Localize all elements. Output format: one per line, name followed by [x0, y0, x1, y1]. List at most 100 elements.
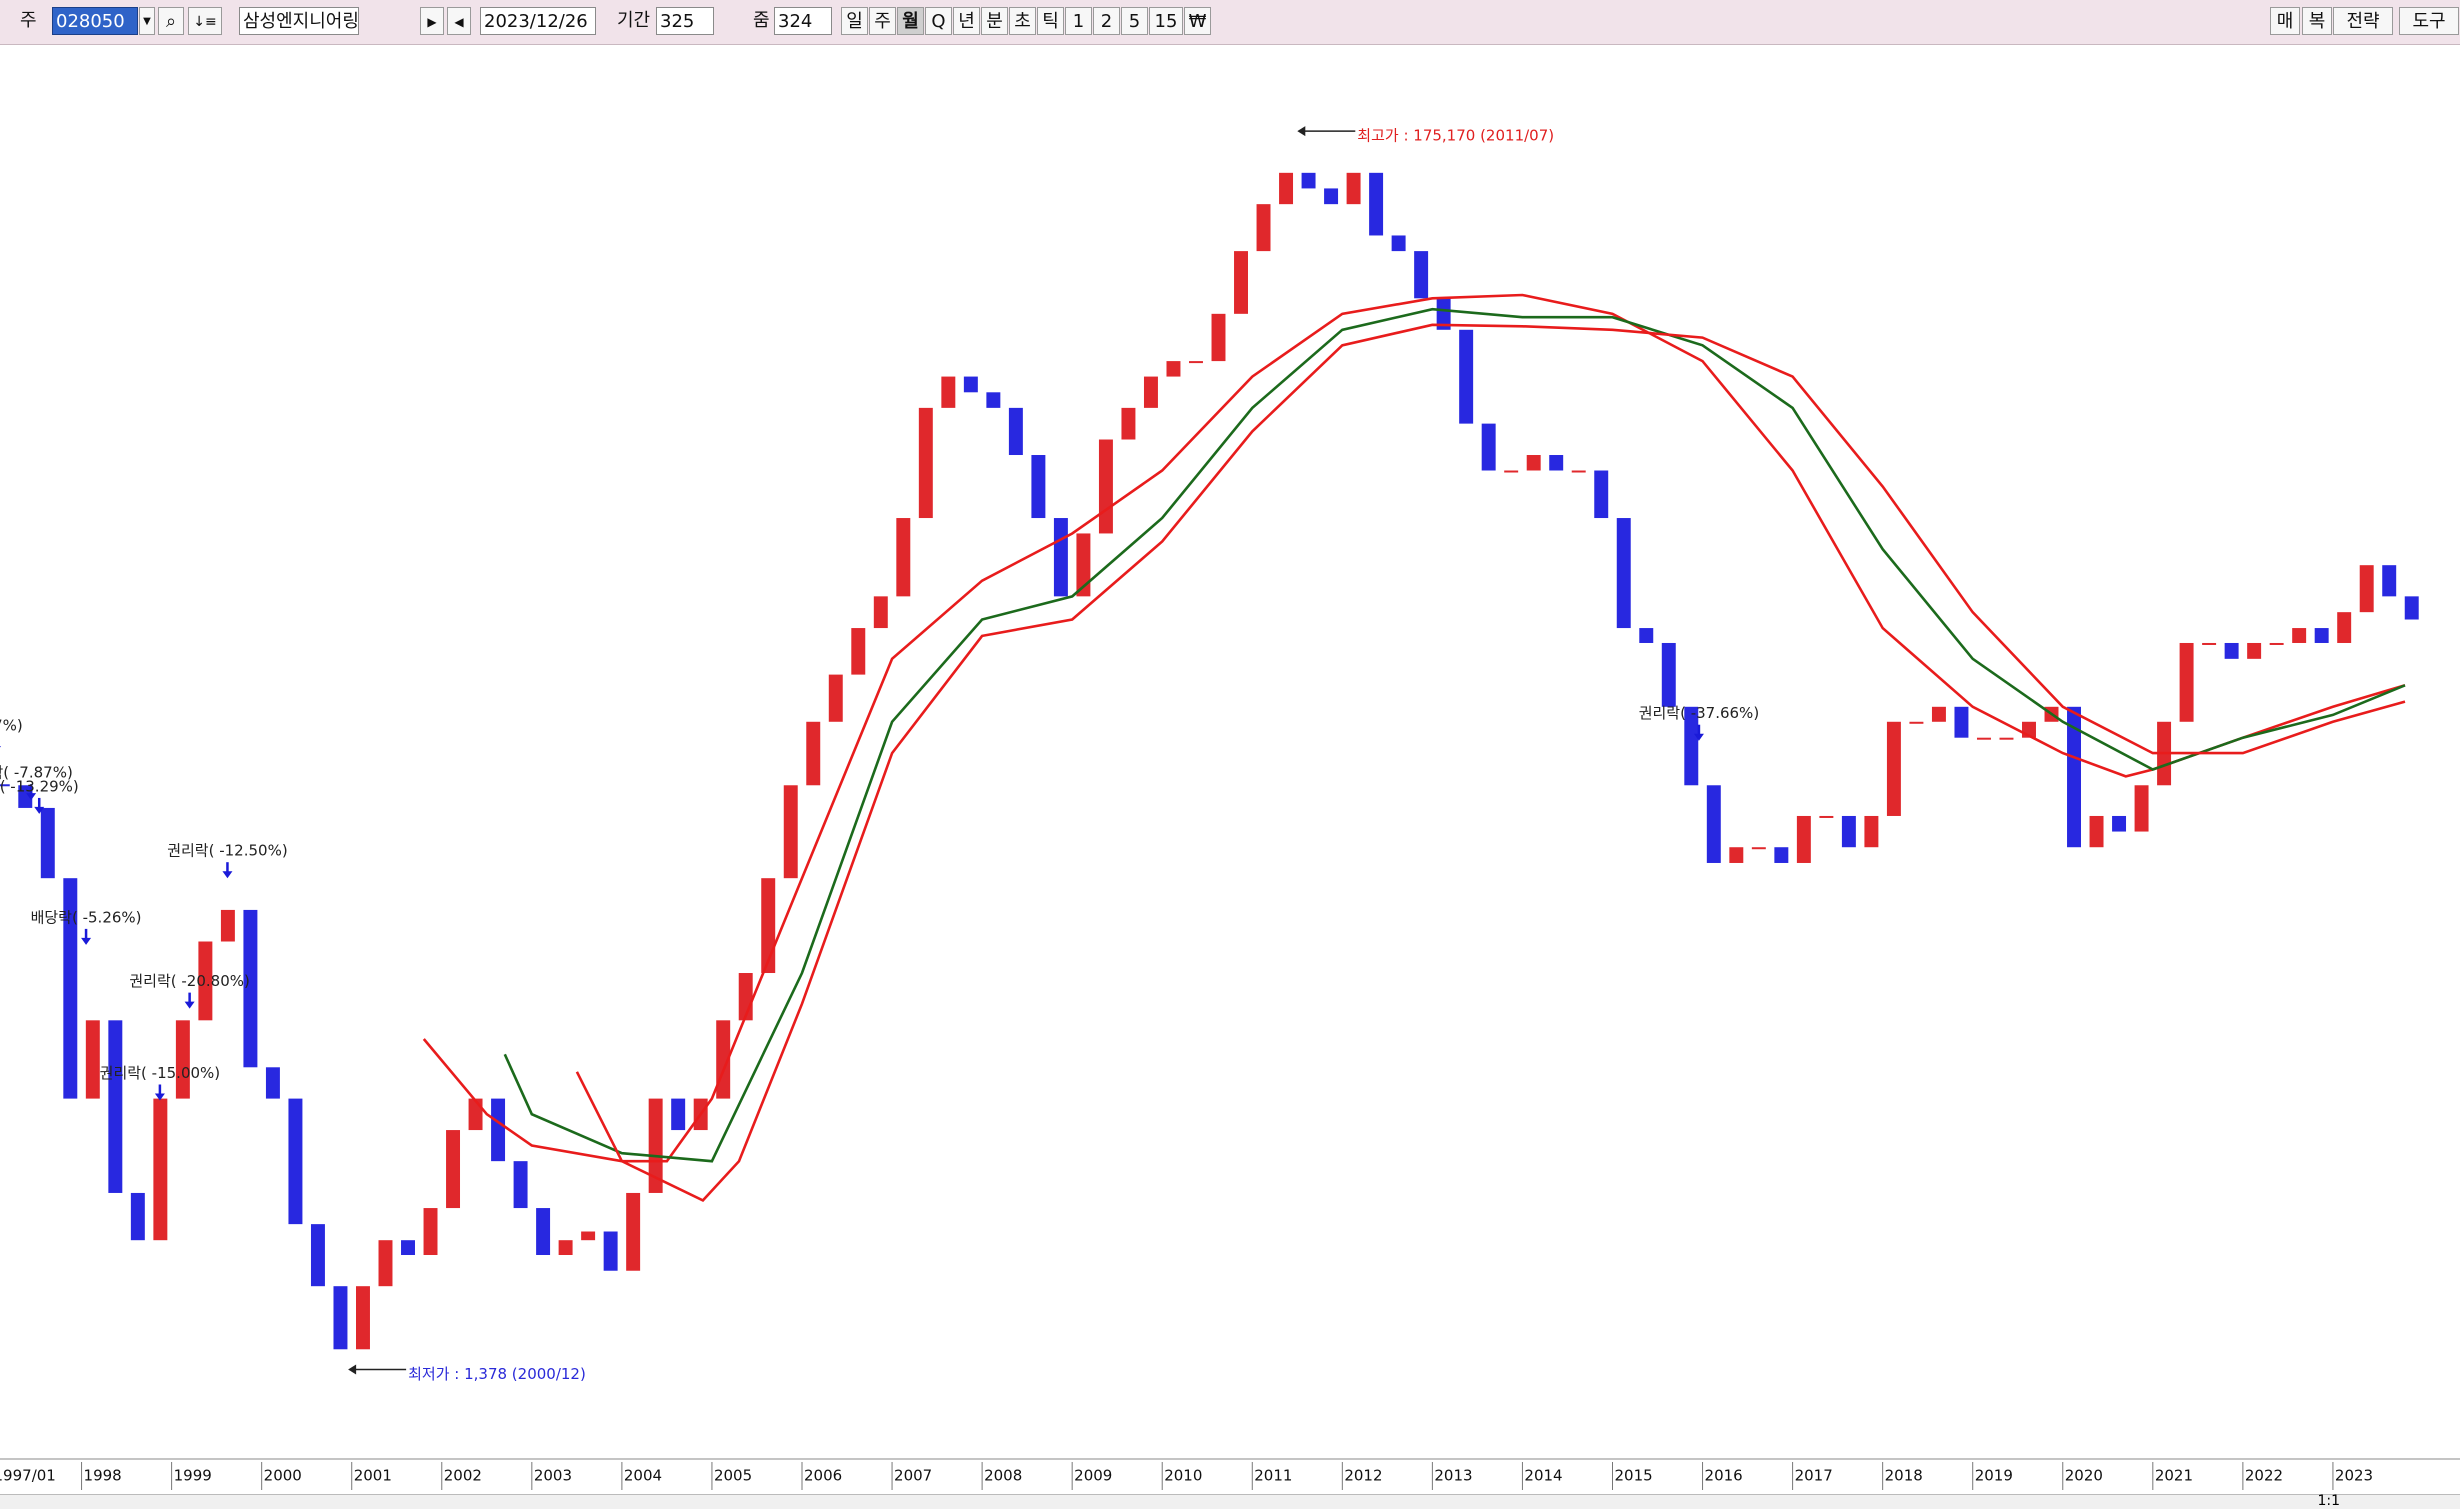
- code-input[interactable]: 028050: [52, 7, 138, 35]
- period-button[interactable]: 2: [1093, 7, 1120, 35]
- period-button[interactable]: 분: [981, 7, 1008, 35]
- candle: [401, 1240, 415, 1256]
- moving-average-line: [422, 293, 2406, 1163]
- candle: [243, 909, 258, 1068]
- tool-button[interactable]: 도구: [2399, 7, 2459, 35]
- candle: [0, 784, 10, 787]
- candle: [1954, 706, 1969, 738]
- candle: [2314, 628, 2329, 643]
- period-button[interactable]: Q: [925, 7, 952, 35]
- candle: [1976, 737, 1991, 740]
- moving-average-line: [503, 307, 2406, 1163]
- x-tick-label: 2011: [1254, 1467, 1292, 1485]
- period-button[interactable]: 1: [1065, 7, 1092, 35]
- period-button[interactable]: 년: [953, 7, 980, 35]
- period-button[interactable]: 틱: [1037, 7, 1064, 35]
- candle: [513, 1161, 528, 1209]
- candle: [896, 518, 911, 597]
- next-button[interactable]: ▶: [420, 7, 444, 35]
- candle: [1706, 785, 1721, 863]
- zoom-label: 줌: [753, 10, 770, 31]
- candle: [1909, 721, 1924, 724]
- prev-button[interactable]: ◀: [447, 7, 471, 35]
- candle: [873, 596, 888, 629]
- candle: [1143, 376, 1158, 408]
- sort-button[interactable]: ↓≡: [188, 7, 222, 35]
- candle: [1031, 455, 1046, 519]
- low-label: 최저가 : 1,378 (2000/12): [408, 1365, 586, 1383]
- event-arrow-head: [222, 871, 233, 879]
- date-field[interactable]: 2023/12/26: [480, 7, 596, 35]
- zoom-input[interactable]: 324: [774, 7, 832, 35]
- period-button[interactable]: 15: [1149, 7, 1183, 35]
- candle: [2112, 815, 2127, 832]
- x-tick-label: 2005: [714, 1467, 752, 1485]
- candle: [1729, 847, 1744, 863]
- candle: [18, 785, 33, 808]
- candle: [423, 1208, 438, 1256]
- x-tick-label: 2014: [1524, 1467, 1562, 1485]
- tool-button[interactable]: 복: [2302, 7, 2332, 35]
- period-input[interactable]: 325: [656, 7, 714, 35]
- period-button[interactable]: 초: [1009, 7, 1036, 35]
- candle: [1053, 518, 1068, 597]
- candle: [1189, 361, 1203, 364]
- candle: [1571, 470, 1586, 473]
- candle: [1414, 251, 1429, 299]
- period-button[interactable]: ₩: [1184, 7, 1211, 35]
- candle: [355, 1286, 370, 1350]
- x-tick-label: 2013: [1434, 1467, 1472, 1485]
- candle: [108, 1020, 123, 1193]
- event-arrow-head: [184, 1001, 195, 1009]
- x-tick-label: 2001: [354, 1467, 392, 1485]
- candle: [130, 1192, 145, 1241]
- candle: [2337, 612, 2352, 643]
- candle: [1346, 172, 1361, 205]
- event-arrow-head: [154, 1093, 165, 1101]
- high-arrow-head: [1297, 126, 1306, 137]
- candle: [1594, 470, 1609, 519]
- x-tick-label: 2004: [624, 1467, 662, 1485]
- candle: [626, 1192, 641, 1271]
- x-tick-label: 2007: [894, 1467, 932, 1485]
- event-label: 배당락( -5.26%): [31, 908, 142, 926]
- candle: [1684, 706, 1699, 786]
- candle: [1661, 642, 1676, 707]
- candle: [1616, 518, 1631, 629]
- candle: [1211, 313, 1226, 362]
- code-dropdown[interactable]: ▼: [139, 7, 155, 35]
- tool-button[interactable]: 전략: [2333, 7, 2393, 35]
- candle: [1098, 439, 1113, 534]
- x-tick-label: 2016: [1705, 1467, 1743, 1485]
- candle: [310, 1224, 325, 1287]
- event-label: 락( -7.87%): [0, 764, 73, 782]
- candle: [1886, 721, 1901, 816]
- candle: [378, 1240, 393, 1287]
- candle: [671, 1098, 686, 1131]
- candle: [1864, 815, 1879, 848]
- period-button[interactable]: 주: [869, 7, 896, 35]
- candle: [2269, 642, 2284, 645]
- candle: [1481, 423, 1496, 471]
- event-label: 권리락( -20.80%): [129, 972, 249, 990]
- candle: [1796, 815, 1811, 863]
- tool-button[interactable]: 매: [2270, 7, 2300, 35]
- candle: [941, 376, 956, 408]
- event-label: 권리락( -12.50%): [167, 842, 287, 860]
- x-tick-label: 2018: [1885, 1467, 1923, 1485]
- event-arrow-head: [1693, 733, 1704, 741]
- period-button[interactable]: 일: [841, 7, 868, 35]
- period-button[interactable]: 5: [1121, 7, 1148, 35]
- event-arrow-head: [81, 937, 92, 945]
- name-field: 삼성엔지니어링: [239, 7, 359, 35]
- unit-label: 주: [20, 10, 37, 31]
- period-button[interactable]: 월: [897, 7, 924, 35]
- candle: [1121, 407, 1136, 440]
- scrollbar[interactable]: 1:1: [0, 1493, 2460, 1509]
- candle: [2292, 628, 2307, 643]
- x-tick-label: 2019: [1975, 1467, 2013, 1485]
- event-label: 8.57%): [0, 717, 23, 735]
- search-button[interactable]: ⌕: [158, 7, 184, 35]
- moving-average-line: [575, 323, 2406, 1202]
